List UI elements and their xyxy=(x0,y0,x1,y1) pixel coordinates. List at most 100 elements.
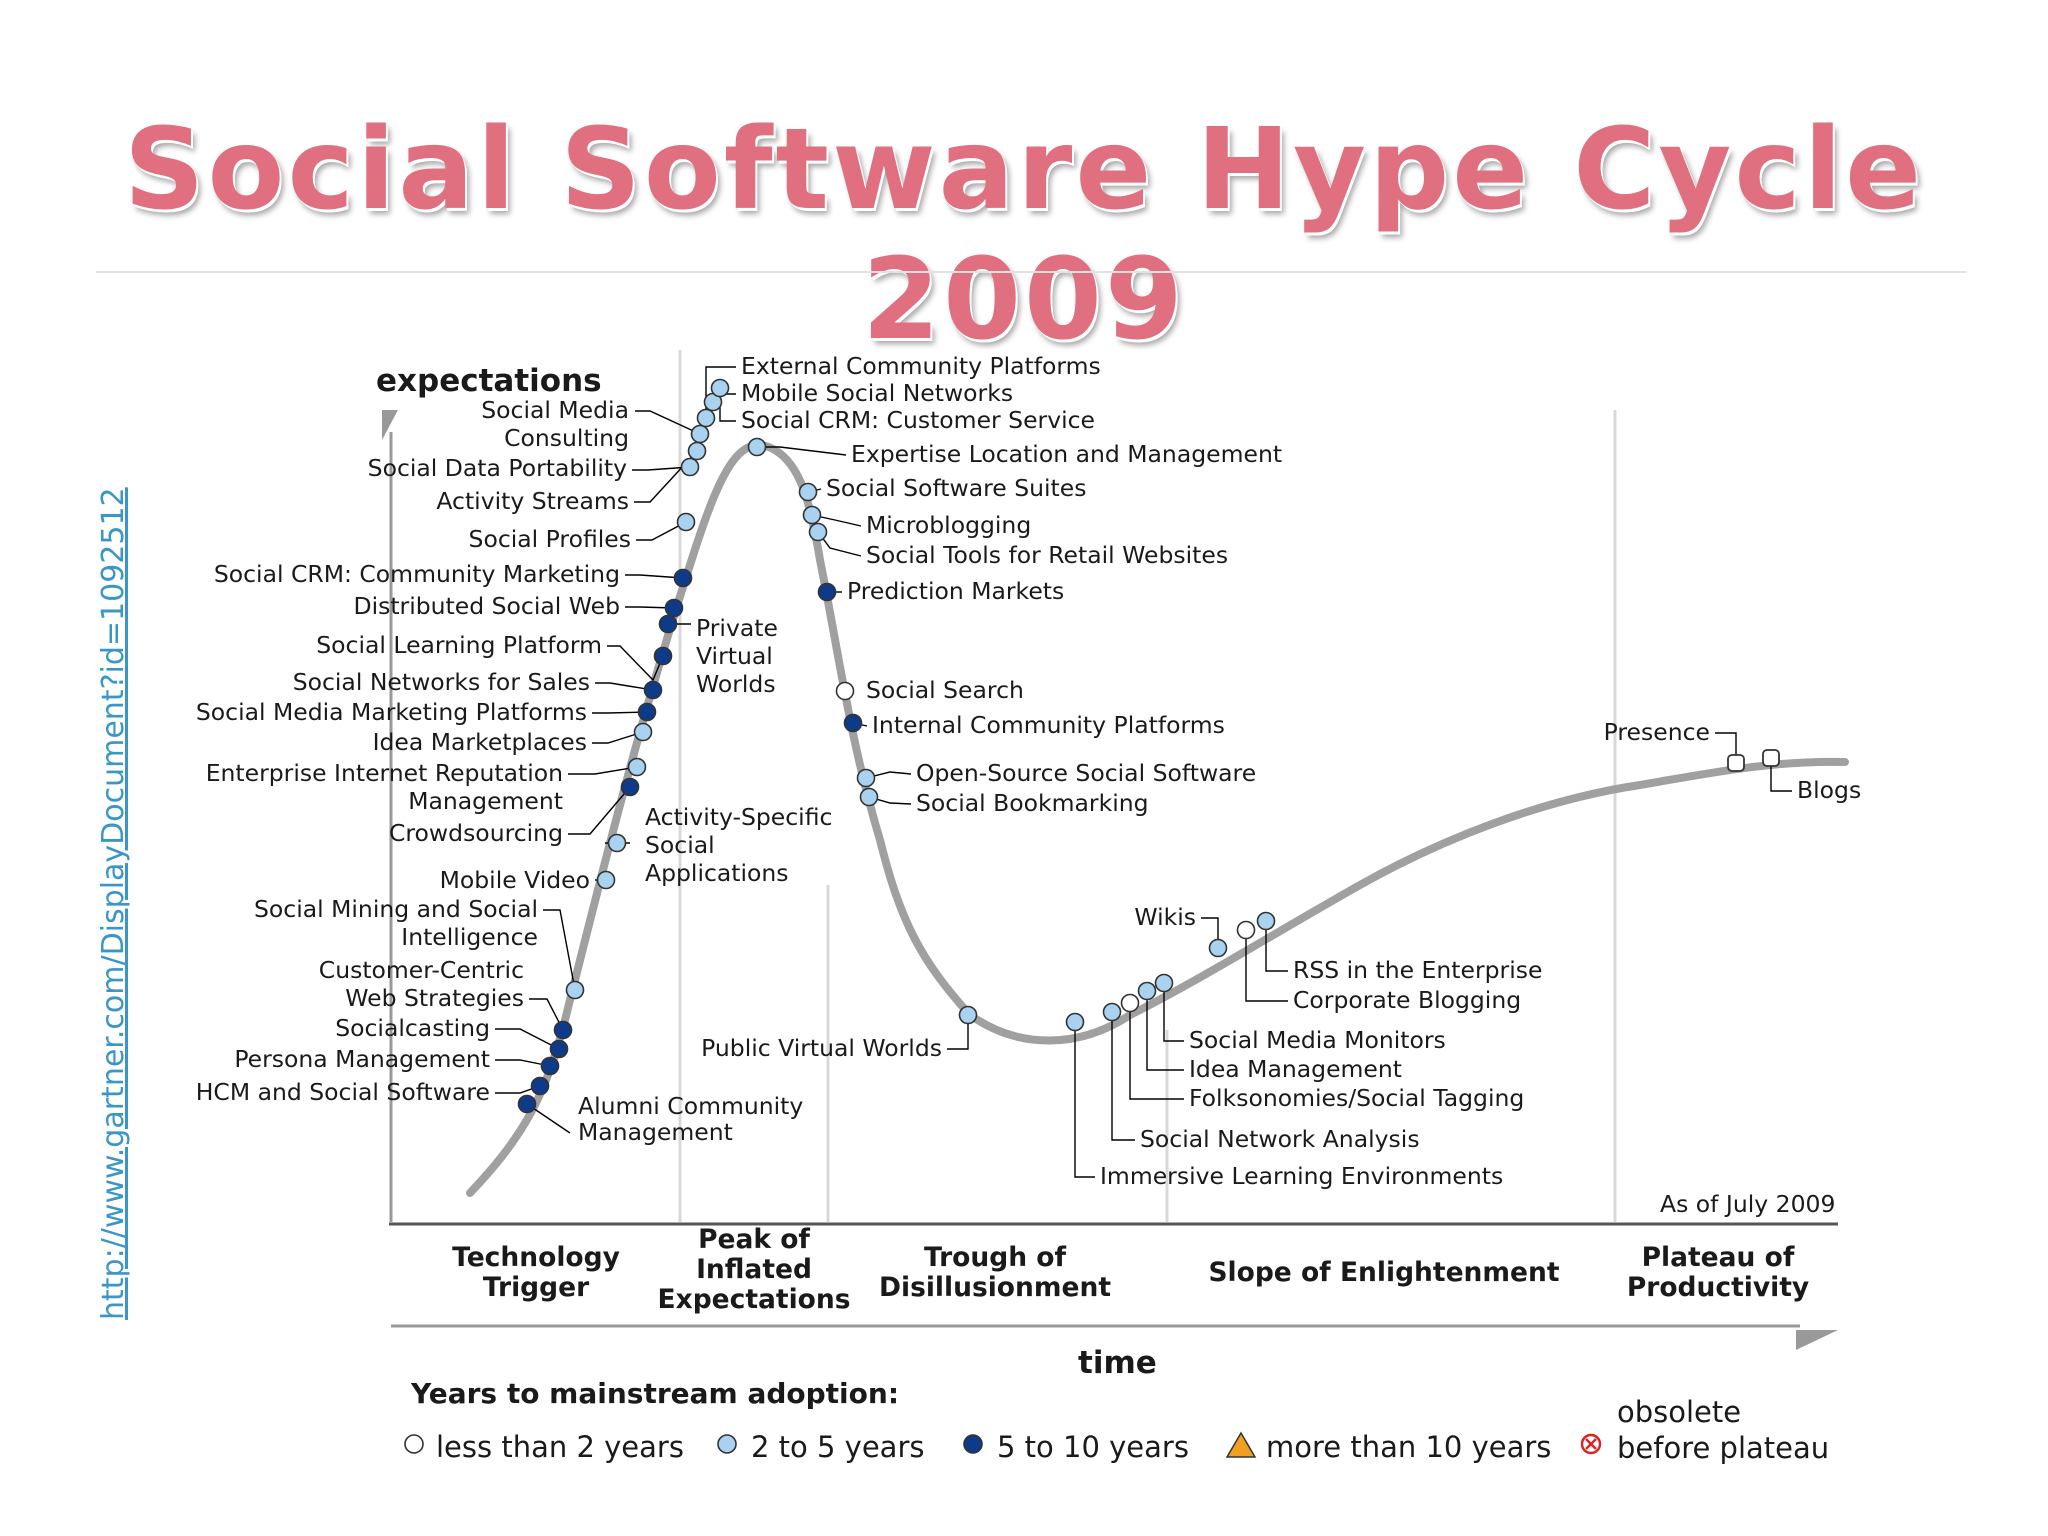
label-social-software-suites: Social Software Suites xyxy=(826,474,1086,502)
leader-idea-marketplaces xyxy=(592,731,644,744)
legend-label-5-to-10-years: 5 to 10 years xyxy=(997,1430,1189,1464)
title-divider xyxy=(96,271,1966,273)
y-axis-arrow xyxy=(382,410,398,440)
marker-crowdsourcing xyxy=(620,777,640,797)
leader-rss-in-the-enterprise xyxy=(1265,921,1288,972)
x-axis-label: time xyxy=(1078,1345,1157,1381)
label-social-networks-for-sales: Social Networks for Sales xyxy=(293,668,590,696)
leader-social-learning-platform xyxy=(607,645,664,682)
legend-symbol-less-than-2-years xyxy=(404,1434,424,1454)
label-persona-management: Persona Management xyxy=(234,1045,490,1073)
label-activity-streams: Activity Streams xyxy=(436,487,629,515)
label-private-virtual-worlds: Private Virtual Worlds xyxy=(696,614,778,698)
marker-presence xyxy=(1727,754,1745,772)
label-enterprise-internet-reputation-management: Enterprise Internet Reputation Management xyxy=(206,759,563,815)
label-social-bookmarking: Social Bookmarking xyxy=(916,789,1149,817)
marker-social-data-portability xyxy=(680,457,700,477)
leader-presence xyxy=(1715,732,1737,763)
marker-immersive-learning-environments xyxy=(1065,1012,1085,1032)
marker-hcm-and-social-software xyxy=(530,1076,550,1096)
marker-social-learning-platform xyxy=(653,646,673,666)
label-blogs: Blogs xyxy=(1797,776,1861,804)
phase-peak-of-inflated-expectations: Peak of Inflated Expectations xyxy=(658,1224,851,1315)
leader-social-media-consulting xyxy=(635,410,701,435)
leader-social-profiles xyxy=(636,521,687,541)
label-internal-community-platforms: Internal Community Platforms xyxy=(872,711,1225,739)
leader-public-virtual-worlds xyxy=(947,1015,969,1050)
legend-label-obsolete-before-plateau: obsolete before plateau xyxy=(1617,1395,1829,1465)
as-of-date: As of July 2009 xyxy=(1660,1190,1835,1218)
label-open-source-social-software: Open-Source Social Software xyxy=(916,759,1256,787)
marker-social-media-consulting xyxy=(690,424,710,444)
label-social-media-consulting: Social Media Consulting xyxy=(481,396,629,452)
marker-expertise-location-and-management xyxy=(747,437,767,457)
leader-social-data-portability xyxy=(632,466,691,471)
marker-open-source-social-software xyxy=(856,768,876,788)
label-crowdsourcing: Crowdsourcing xyxy=(389,819,563,847)
label-social-learning-platform: Social Learning Platform xyxy=(316,631,602,659)
marker-social-bookmarking xyxy=(859,787,879,807)
marker-persona-management xyxy=(540,1056,560,1076)
label-social-mining-and-social-intelligence: Social Mining and Social Intelligence xyxy=(254,895,538,951)
label-social-crm-community-marketing: Social CRM: Community Marketing xyxy=(214,560,620,588)
leader-wikis xyxy=(1201,917,1219,948)
phase-slope-of-enlightenment: Slope of Enlightenment xyxy=(1208,1257,1559,1288)
leader-corporate-blogging xyxy=(1245,930,1288,1002)
label-immersive-learning-environments: Immersive Learning Environments xyxy=(1100,1162,1503,1190)
marker-private-virtual-worlds xyxy=(658,614,678,634)
leader-enterprise-internet-reputation-management xyxy=(568,766,638,775)
marker-idea-management xyxy=(1137,981,1157,1001)
legend-symbol-more-than-10-years xyxy=(1225,1431,1257,1458)
marker-rss-in-the-enterprise xyxy=(1256,911,1276,931)
label-alumni-community-management: Alumni Community Management xyxy=(578,1092,803,1146)
marker-social-crm-customer-service xyxy=(710,378,730,398)
leader-crowdsourcing xyxy=(568,786,631,835)
label-socialcasting: Socialcasting xyxy=(335,1014,490,1042)
label-social-profiles: Social Profiles xyxy=(469,525,631,553)
leader-social-mining-and-social-intelligence xyxy=(543,909,576,991)
label-social-network-analysis: Social Network Analysis xyxy=(1140,1125,1420,1153)
leader-persona-management xyxy=(495,1059,551,1067)
label-hcm-and-social-software: HCM and Social Software xyxy=(196,1078,490,1106)
legend-title: Years to mainstream adoption: xyxy=(410,1377,899,1410)
leader-social-media-monitors xyxy=(1163,983,1184,1042)
marker-alumni-community-management xyxy=(517,1094,537,1114)
label-folksonomies-social-tagging: Folksonomies/Social Tagging xyxy=(1189,1084,1524,1112)
legend-label-less-than-2-years: less than 2 years xyxy=(436,1430,684,1464)
leader-blogs xyxy=(1770,758,1792,792)
leader-social-media-marketing-platforms xyxy=(592,711,648,714)
leader-social-networks-for-sales xyxy=(595,682,654,691)
phase-plateau-of-productivity: Plateau of Productivity xyxy=(1627,1242,1809,1303)
marker-social-networks-for-sales xyxy=(643,680,663,700)
marker-public-virtual-worlds xyxy=(958,1005,978,1025)
marker-wikis xyxy=(1208,938,1228,958)
label-wikis: Wikis xyxy=(1134,903,1196,931)
phase-technology-trigger: Technology Trigger xyxy=(452,1242,620,1303)
label-microblogging: Microblogging xyxy=(866,511,1031,539)
label-social-tools-for-retail-websites: Social Tools for Retail Websites xyxy=(866,541,1228,569)
axes xyxy=(382,410,1838,1350)
legend-symbol-5-to-10-years xyxy=(963,1434,983,1454)
label-social-media-marketing-platforms: Social Media Marketing Platforms xyxy=(196,698,587,726)
marker-microblogging xyxy=(802,505,822,525)
leader-customer-centric-web-strategies xyxy=(529,998,564,1031)
marker-blogs xyxy=(1762,749,1780,767)
label-idea-marketplaces: Idea Marketplaces xyxy=(373,728,587,756)
label-expertise-location-and-management: Expertise Location and Management xyxy=(851,440,1282,468)
marker-external-community-platforms xyxy=(696,408,716,428)
leader-social-network-analysis xyxy=(1111,1012,1135,1141)
marker-social-crm-community-marketing xyxy=(673,568,693,588)
leader-idea-management xyxy=(1146,991,1184,1071)
legend-label-more-than-10-years: more than 10 years xyxy=(1266,1430,1551,1464)
marker-mobile-video xyxy=(596,870,616,890)
label-customer-centric-web-strategies: Customer-Centric Web Strategies xyxy=(319,956,524,1012)
label-idea-management: Idea Management xyxy=(1189,1055,1402,1083)
phase-labels: Technology Trigger Peak of Inflated Expectat… xyxy=(452,1224,1809,1315)
marker-social-software-suites xyxy=(798,482,818,502)
slide-title: Social Software Hype Cycle 2009 xyxy=(123,105,1925,365)
marker-folksonomies-social-tagging xyxy=(1120,993,1140,1013)
y-axis-label: expectations xyxy=(376,363,602,399)
label-activity-specific-social-applications: Activity-Specific Social Applications xyxy=(645,803,832,887)
technology-markers xyxy=(517,378,1780,1114)
marker-social-mining-and-social-intelligence xyxy=(565,980,585,1000)
